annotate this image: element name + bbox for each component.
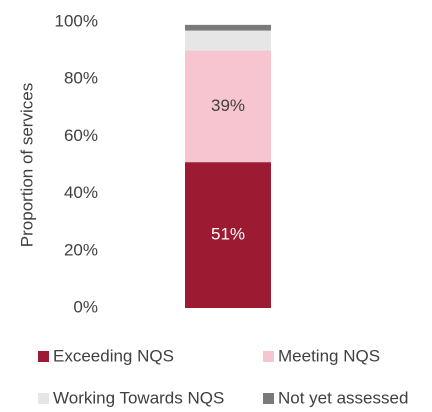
legend-swatch [38,393,49,404]
y-tick-label: 80% [64,69,98,88]
bar-segment [185,24,271,31]
legend-label: Not yet assessed [278,388,408,407]
y-tick-label: 60% [64,126,98,145]
y-tick-label: 40% [64,183,98,202]
legend-label: Working Towards NQS [53,388,224,407]
legend-label: Meeting NQS [278,346,380,365]
y-tick-label: 0% [73,297,98,316]
data-label: 39% [211,96,245,115]
data-label: 51% [211,225,245,244]
bar-segment [185,50,271,163]
y-tick-label: 100% [55,11,98,30]
legend-swatch [38,351,49,362]
legend-swatch [263,351,274,362]
legend-label: Exceeding NQS [53,346,174,365]
y-axis-label: Proportion of services [17,83,36,247]
bar-segment [185,162,271,308]
bar-segment [185,30,271,51]
legend-swatch [263,393,274,404]
y-tick-label: 20% [64,240,98,259]
